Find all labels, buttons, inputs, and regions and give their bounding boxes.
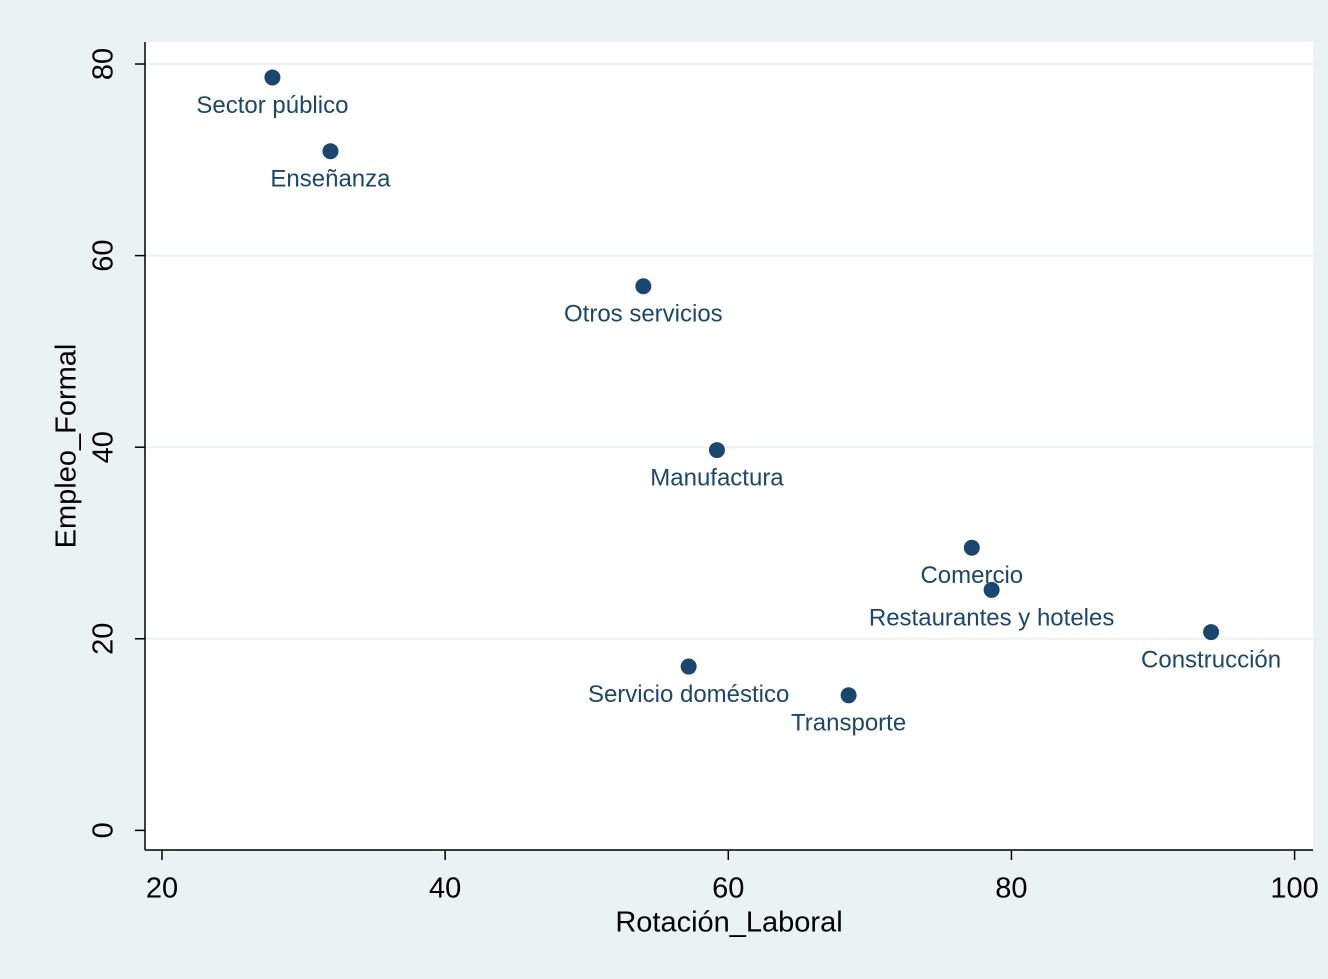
point [322,143,339,160]
point-label: Comercio [920,562,1023,589]
y-tick-label: 0 [88,822,120,838]
y-tick-label: 60 [88,239,120,271]
point [708,442,725,459]
point-label: Restaurantes y hoteles [869,604,1114,631]
point [840,687,857,704]
y-tick-label: 40 [88,431,120,463]
x-tick-label: 20 [146,873,178,905]
x-tick-label: 100 [1270,873,1318,905]
point-label: Manufactura [650,464,784,491]
x-tick-label: 60 [712,873,744,905]
point [264,69,281,86]
point [680,658,697,675]
point-label: Transporte [791,710,906,737]
point [1203,624,1220,641]
point-label: Otros servicios [564,301,723,328]
x-axis-label: Rotación_Laboral [615,907,842,939]
point-label: Enseñanza [270,166,391,193]
point [983,581,1000,598]
point [963,539,980,556]
y-tick-label: 80 [88,48,120,80]
y-axis-label: Empleo_Formal [51,344,83,549]
point-label: Sector público [196,92,348,119]
plot-area [145,42,1313,850]
x-tick-label: 80 [995,873,1027,905]
point-label: Servicio doméstico [588,681,789,708]
point-label: Construcción [1141,646,1281,673]
y-tick-label: 20 [88,623,120,655]
point [635,278,652,295]
x-tick-label: 40 [429,873,461,905]
